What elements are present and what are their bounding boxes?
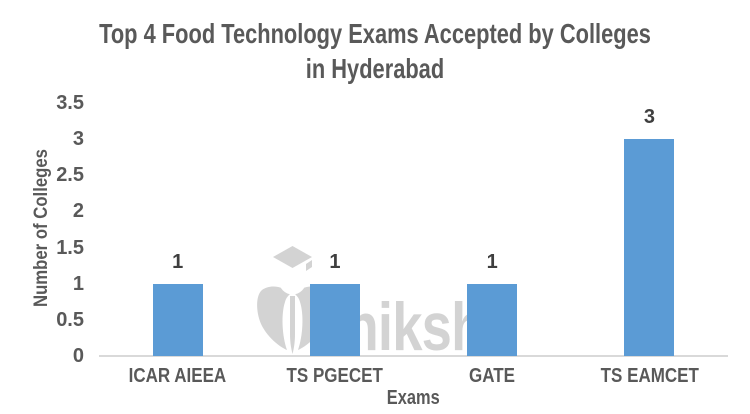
x-axis-line (99, 355, 728, 357)
y-tick-label: 1 (72, 272, 84, 295)
x-axis-title: Exams (386, 387, 440, 409)
bar-icar-aieea (152, 283, 203, 356)
chart-title: Top 4 Food Technology Exams Accepted by … (99, 18, 651, 84)
y-tick-label: 3 (72, 128, 84, 151)
y-tick-label: 0 (72, 345, 84, 367)
category-label: TS PGECET (286, 365, 384, 387)
data-label: 1 (329, 250, 341, 273)
y-tick-label: 2 (72, 200, 84, 223)
bar-ts-pgecet (309, 283, 360, 356)
y-tick-label: 2.5 (56, 164, 84, 187)
category-label: ICAR AIEEA (128, 365, 227, 387)
data-label: 1 (172, 250, 184, 273)
data-label: 3 (643, 106, 655, 129)
category-label: GATE (469, 365, 516, 387)
y-tick-label: 1.5 (56, 236, 84, 259)
bar-gate (467, 283, 518, 356)
category-label: TS EAMCET (600, 365, 699, 387)
y-tick-label: 3.5 (56, 92, 84, 114)
bar-ts-eamcet (624, 139, 675, 356)
data-label: 1 (486, 250, 498, 273)
y-tick-label: 0.5 (56, 308, 84, 331)
